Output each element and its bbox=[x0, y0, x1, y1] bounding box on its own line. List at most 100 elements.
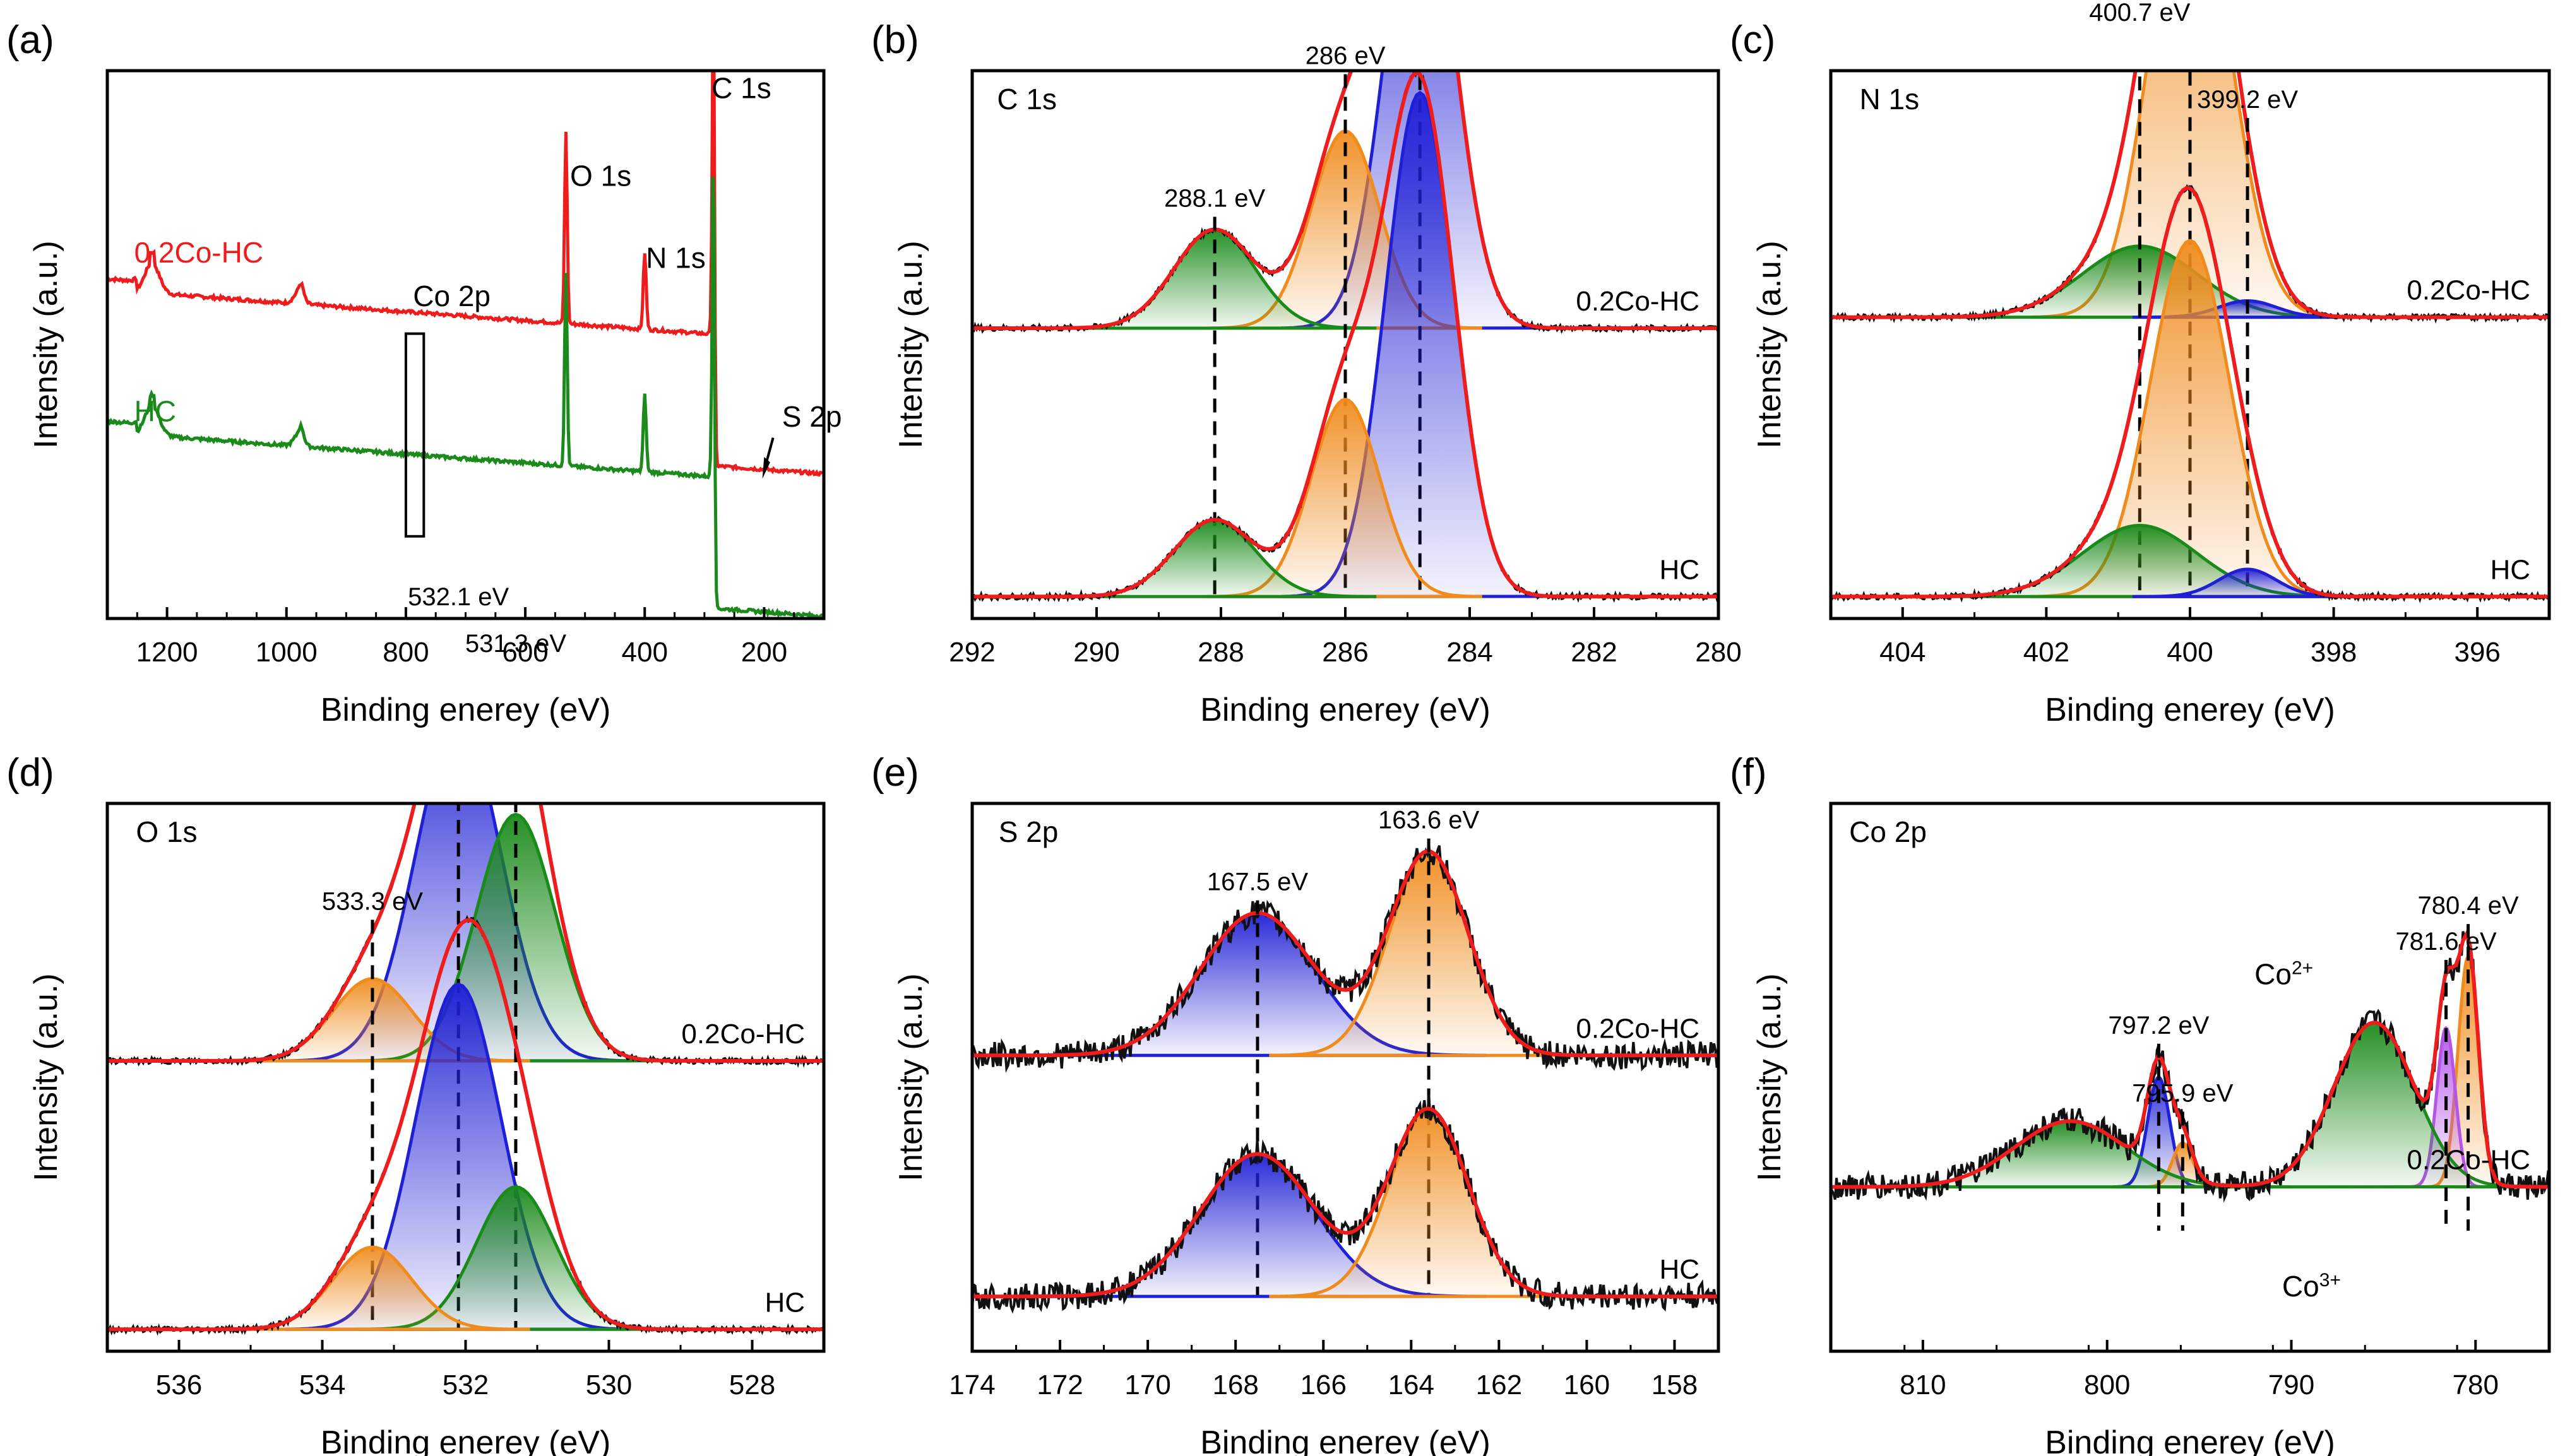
y-axis-label: Intensity (a.u.) bbox=[893, 973, 929, 1181]
x-axis-label: Binding enerey (eV) bbox=[2045, 1424, 2335, 1456]
annotation: O 1s bbox=[136, 815, 197, 848]
x-tick-label: 170 bbox=[1124, 1370, 1170, 1400]
x-tick-label: 810 bbox=[1900, 1370, 1946, 1400]
spectrum-tag: HC bbox=[2490, 554, 2530, 585]
x-tick-label: 200 bbox=[741, 637, 787, 668]
peak-label: 399.2 eV bbox=[2197, 86, 2298, 114]
x-tick-label: 400 bbox=[2167, 637, 2213, 668]
annotation: C 1s bbox=[997, 83, 1057, 115]
x-tick-label: 174 bbox=[949, 1370, 995, 1400]
plot-frame bbox=[970, 69, 1720, 620]
annotation: C 1s bbox=[711, 71, 771, 104]
fit-envelope bbox=[972, 849, 1718, 1058]
y-axis-label: Intensity (a.u.) bbox=[1751, 240, 1788, 448]
annotation: Co 2p bbox=[413, 280, 491, 312]
plot-area bbox=[972, 838, 1718, 1314]
peak-label: 533.3 eV bbox=[322, 887, 423, 915]
plot-frame bbox=[105, 69, 826, 620]
y-axis-label: Intensity (a.u.) bbox=[893, 240, 929, 448]
x-tick-label: 800 bbox=[2084, 1370, 2130, 1400]
x-tick-label: 780 bbox=[2453, 1370, 2499, 1400]
arrow-head bbox=[762, 456, 770, 479]
panel-label: (a) bbox=[6, 18, 54, 62]
fit-envelope bbox=[972, 71, 1718, 599]
x-tick-label: 1000 bbox=[256, 637, 318, 668]
annotation: N 1s bbox=[646, 241, 706, 274]
x-tick-label: 164 bbox=[1388, 1370, 1434, 1400]
spectrum-tag: HC bbox=[1659, 554, 1699, 585]
x-tick-label: 800 bbox=[383, 637, 429, 668]
fit-envelope bbox=[1831, 71, 2549, 319]
plot-frame bbox=[970, 802, 1720, 1353]
panel-c: (c) Binding enerey (eV) Intensity (a.u.) 40… bbox=[1730, 0, 2551, 728]
spectrum-raw bbox=[972, 1094, 1718, 1314]
x-tick-label: 600 bbox=[502, 637, 548, 668]
panel-f: (f) Binding enerey (eV) Intensity (a.u.) 81… bbox=[1730, 751, 2551, 1456]
peak-label: 400.7 eV bbox=[2089, 0, 2190, 27]
annotation: O 1s bbox=[570, 159, 631, 192]
plot-frame bbox=[1829, 802, 2551, 1353]
plot-area bbox=[972, 71, 1718, 603]
plot-area bbox=[107, 803, 824, 1336]
x-tick-label: 286 bbox=[1322, 637, 1368, 668]
panel-b: (b) Binding enerey (eV) Intensity (a.u.) 29… bbox=[871, 18, 1742, 728]
plot-area bbox=[1831, 71, 2549, 603]
annotation: S 2p bbox=[782, 400, 842, 433]
panel-d: (d) Binding enerey (eV) Intensity (a.u.) 53… bbox=[6, 583, 826, 1456]
y-axis-label: Intensity (a.u.) bbox=[1751, 973, 1788, 1181]
x-axis-label: Binding enerey (eV) bbox=[1200, 1424, 1491, 1456]
x-tick-label: 172 bbox=[1037, 1370, 1083, 1400]
spectrum-tag: 0.2Co-HC bbox=[1576, 1013, 1699, 1044]
annotation: HC bbox=[134, 395, 176, 428]
x-axis-label: Binding enerey (eV) bbox=[321, 1424, 611, 1456]
spectrum-tag: 0.2Co-HC bbox=[1576, 286, 1699, 317]
x-tick-label: 530 bbox=[586, 1370, 632, 1400]
x-tick-label: 534 bbox=[299, 1370, 345, 1400]
plot-frame bbox=[105, 802, 826, 1353]
panel-label: (c) bbox=[1730, 18, 1775, 62]
peak-label: 531.3 eV bbox=[465, 630, 566, 658]
x-tick-label: 532 bbox=[443, 1370, 489, 1400]
annotation: N 1s bbox=[1860, 83, 1920, 115]
y-axis-label: Intensity (a.u.) bbox=[28, 973, 64, 1181]
fit-envelope bbox=[107, 803, 824, 1063]
plot-frame bbox=[1829, 69, 2551, 620]
x-tick-label: 290 bbox=[1073, 637, 1119, 668]
panel-label: (d) bbox=[6, 751, 54, 795]
spectrum-tag: 0.2Co-HC bbox=[2407, 275, 2530, 306]
x-tick-label: 282 bbox=[1571, 637, 1617, 668]
x-tick-label: 166 bbox=[1300, 1370, 1347, 1400]
fit-envelope bbox=[1831, 929, 2549, 1189]
x-tick-label: 160 bbox=[1564, 1370, 1610, 1400]
spectrum-line bbox=[107, 176, 824, 619]
y-axis-label: Intensity (a.u.) bbox=[28, 240, 64, 448]
x-tick-label: 400 bbox=[622, 637, 668, 668]
x-tick-label: 280 bbox=[1695, 637, 1741, 668]
annotation: 0.2Co-HC bbox=[134, 236, 264, 269]
peak-label: 286 eV bbox=[1306, 42, 1386, 70]
spectrum-tag: 0.2Co-HC bbox=[681, 1019, 805, 1050]
panel-label: (e) bbox=[871, 751, 919, 795]
annotation: Co 2p bbox=[1849, 815, 1927, 848]
plot-area bbox=[107, 71, 824, 619]
annotation: Co2+ bbox=[2254, 957, 2313, 991]
x-axis-label: Binding enerey (eV) bbox=[1200, 692, 1491, 728]
x-tick-label: 536 bbox=[156, 1370, 202, 1400]
plot-area bbox=[1831, 924, 2549, 1231]
fit-envelope bbox=[107, 918, 824, 1332]
x-tick-label: 396 bbox=[2454, 637, 2500, 668]
x-tick-label: 398 bbox=[2311, 637, 2357, 668]
peak-label: 797.2 eV bbox=[2108, 1012, 2209, 1039]
peak-label: 781.6 eV bbox=[2396, 928, 2497, 956]
x-axis-label: Binding enerey (eV) bbox=[2045, 692, 2335, 728]
peak-label: 532.1 eV bbox=[408, 583, 509, 611]
x-tick-label: 288 bbox=[1198, 637, 1244, 668]
x-tick-label: 402 bbox=[2023, 637, 2069, 668]
peak-label: 167.5 eV bbox=[1207, 868, 1308, 896]
spectrum-tag: HC bbox=[1659, 1254, 1699, 1285]
annotation: S 2p bbox=[999, 815, 1059, 848]
panel-e: (e) Binding enerey (eV) Intensity (a.u.) 17… bbox=[871, 751, 1720, 1456]
fit-envelope bbox=[1831, 186, 2549, 599]
x-tick-label: 284 bbox=[1446, 637, 1492, 668]
x-tick-label: 158 bbox=[1651, 1370, 1698, 1400]
